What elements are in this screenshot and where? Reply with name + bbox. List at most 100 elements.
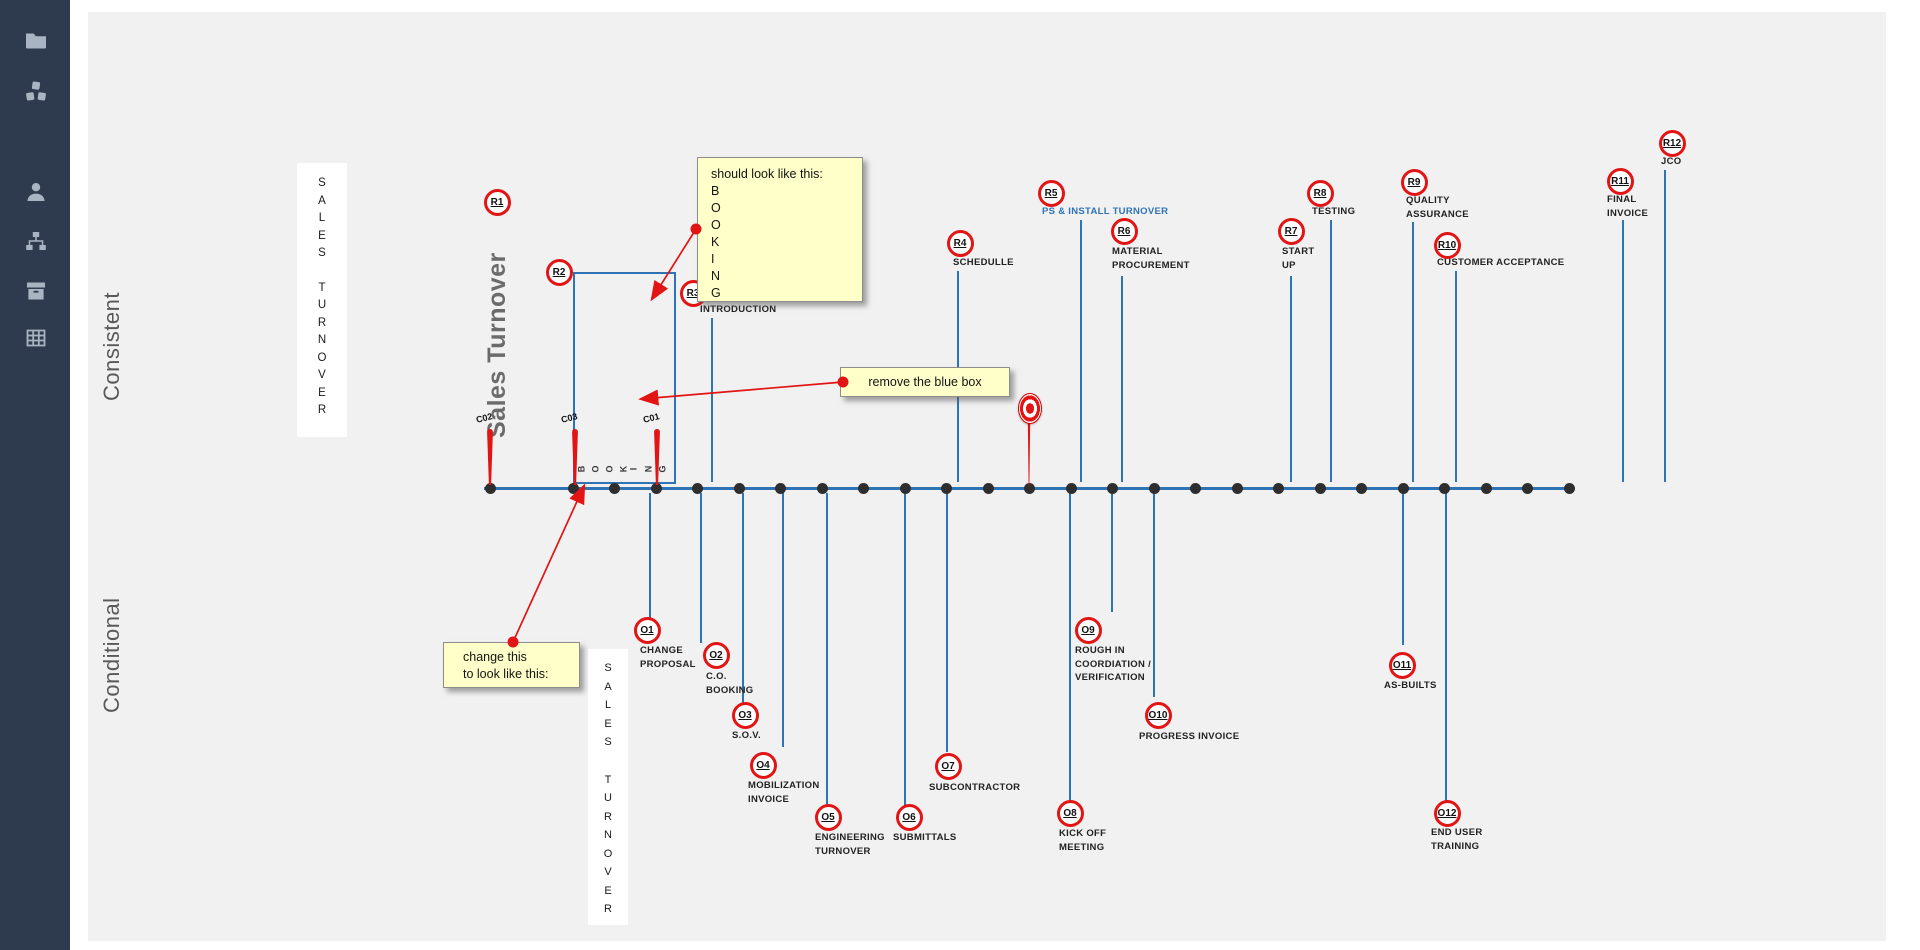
timeline-dot [775,483,786,494]
note-booking-letter: B [711,183,720,198]
timeline-dot [1231,483,1243,494]
sitemap-icon[interactable] [24,230,48,254]
user-icon[interactable] [24,180,48,204]
booking-rotated-letter: K [618,465,629,473]
milestone-label-R11: FINAL INVOICE [1607,194,1649,219]
timeline-dot [1024,483,1035,494]
vertical-letter-sales: L [318,212,326,224]
milestone-label-O2: C.O. BOOKING [706,671,754,696]
note-change-this[interactable]: change this to look like this: [443,642,580,688]
timeline-dot [1480,483,1492,494]
milestone-O5[interactable]: O5 [814,803,842,831]
milestone-label-O11: AS-BUILTS [1384,680,1437,691]
milestone-R6[interactable]: R6 [1110,217,1138,245]
milestone-O4[interactable]: O4 [749,751,777,779]
milestone-line-O3 [742,493,744,703]
table-grid-icon[interactable] [24,326,48,350]
note-booking-title: should look like this: [711,167,823,181]
note-booking-letter: I [711,251,715,266]
milestone-O8[interactable]: O8 [1056,799,1084,827]
note-booking-letter: O [711,200,721,215]
milestone-O9[interactable]: O9 [1074,616,1102,644]
milestone-O12[interactable]: O12 [1433,799,1461,827]
timeline-dot [1522,483,1533,494]
milestone-R11[interactable]: R11 [1606,167,1634,195]
milestone-R2[interactable]: R2 [545,258,573,286]
milestone-R10[interactable]: R10 [1433,231,1461,259]
milestone-line-R8 [1330,220,1332,482]
milestone-line-R11 [1622,220,1624,482]
note-booking-letter: G [711,285,721,300]
vertical-letter-turnover: N [604,829,612,841]
vertical-letter-turnover: R [317,316,327,329]
note-remove-text: remove the blue box [868,374,982,389]
note-booking-letter: O [711,217,721,232]
pin-marker-head[interactable] [1018,393,1042,424]
note-remove-blue-box[interactable]: remove the blue box [840,367,1010,397]
milestone-R9[interactable]: R9 [1400,168,1428,196]
timeline-dot [1065,483,1077,494]
booking-rotated-letter: B [576,465,587,473]
vertical-letter-turnover: T [604,773,612,786]
milestone-R7[interactable]: R7 [1277,217,1305,245]
milestone-O1[interactable]: O1 [633,616,661,644]
milestone-line-R3 [711,318,713,482]
blue-selection-box[interactable] [573,272,676,484]
timeline-dot [567,483,579,494]
sales-turnover-rotated-title: Sales Turnover [483,252,511,438]
milestone-O2[interactable]: O2 [702,641,730,669]
milestone-line-O5 [826,493,828,806]
milestone-label-O4: MOBILIZATION INVOICE [748,780,820,805]
change-order-tick-C01[interactable] [654,429,660,485]
milestone-label-R5: PS & INSTALL TURNOVER [1042,206,1169,217]
cubes-icon[interactable] [24,80,48,104]
milestone-label-R3: INTRODUCTION [700,304,777,315]
timeline-dot [1439,483,1450,494]
vertical-letter-sales: E [318,229,326,242]
booking-rotated-letter: G [657,465,668,473]
vertical-letter-turnover: N [317,334,327,346]
folder-icon[interactable] [24,28,48,52]
archive-box-icon[interactable] [24,279,48,303]
milestone-O10[interactable]: O10 [1144,701,1172,729]
conditional-label: Conditional [99,597,124,713]
timeline-dot [816,483,828,494]
milestone-O3[interactable]: O3 [731,701,759,729]
change-order-tick-C03[interactable] [572,429,578,485]
consistent-label: Consistent [99,292,124,401]
milestone-line-O9 [1111,493,1113,612]
milestone-line-R9 [1412,222,1414,482]
milestone-label-O6: SUBMITTALS [893,832,957,843]
milestone-O11[interactable]: O11 [1388,651,1416,679]
vertical-letter-turnover: U [317,299,327,311]
milestone-label-O1: CHANGE PROPOSAL [640,645,696,670]
vertical-letter-turnover: T [318,281,326,294]
timeline-dot [484,483,496,494]
vertical-letter-turnover: V [604,866,612,878]
milestone-label-O10: PROGRESS INVOICE [1139,731,1240,742]
milestone-R1[interactable]: R1 [483,188,511,216]
milestone-label-O5: ENGINEERING TURNOVER [815,832,885,857]
milestone-O7[interactable]: O7 [934,752,962,780]
milestone-R8[interactable]: R8 [1306,179,1334,207]
milestone-R4[interactable]: R4 [946,229,974,257]
booking-rotated-letter: O [604,465,615,473]
milestone-line-R6 [1121,276,1123,482]
milestone-O6[interactable]: O6 [895,803,923,831]
timeline-dot [1107,483,1118,494]
milestone-line-O7 [946,493,948,752]
milestone-R12[interactable]: R12 [1658,129,1686,157]
vertical-letter-sales: S [604,662,612,674]
milestone-R5[interactable]: R5 [1037,179,1065,207]
milestone-line-O6 [904,493,906,806]
sidebar [0,0,70,950]
timeline-dot [1563,483,1575,494]
milestone-line-O10 [1153,493,1155,697]
vertical-letter-turnover: U [604,792,612,804]
change-order-tick-C02[interactable] [487,429,493,485]
